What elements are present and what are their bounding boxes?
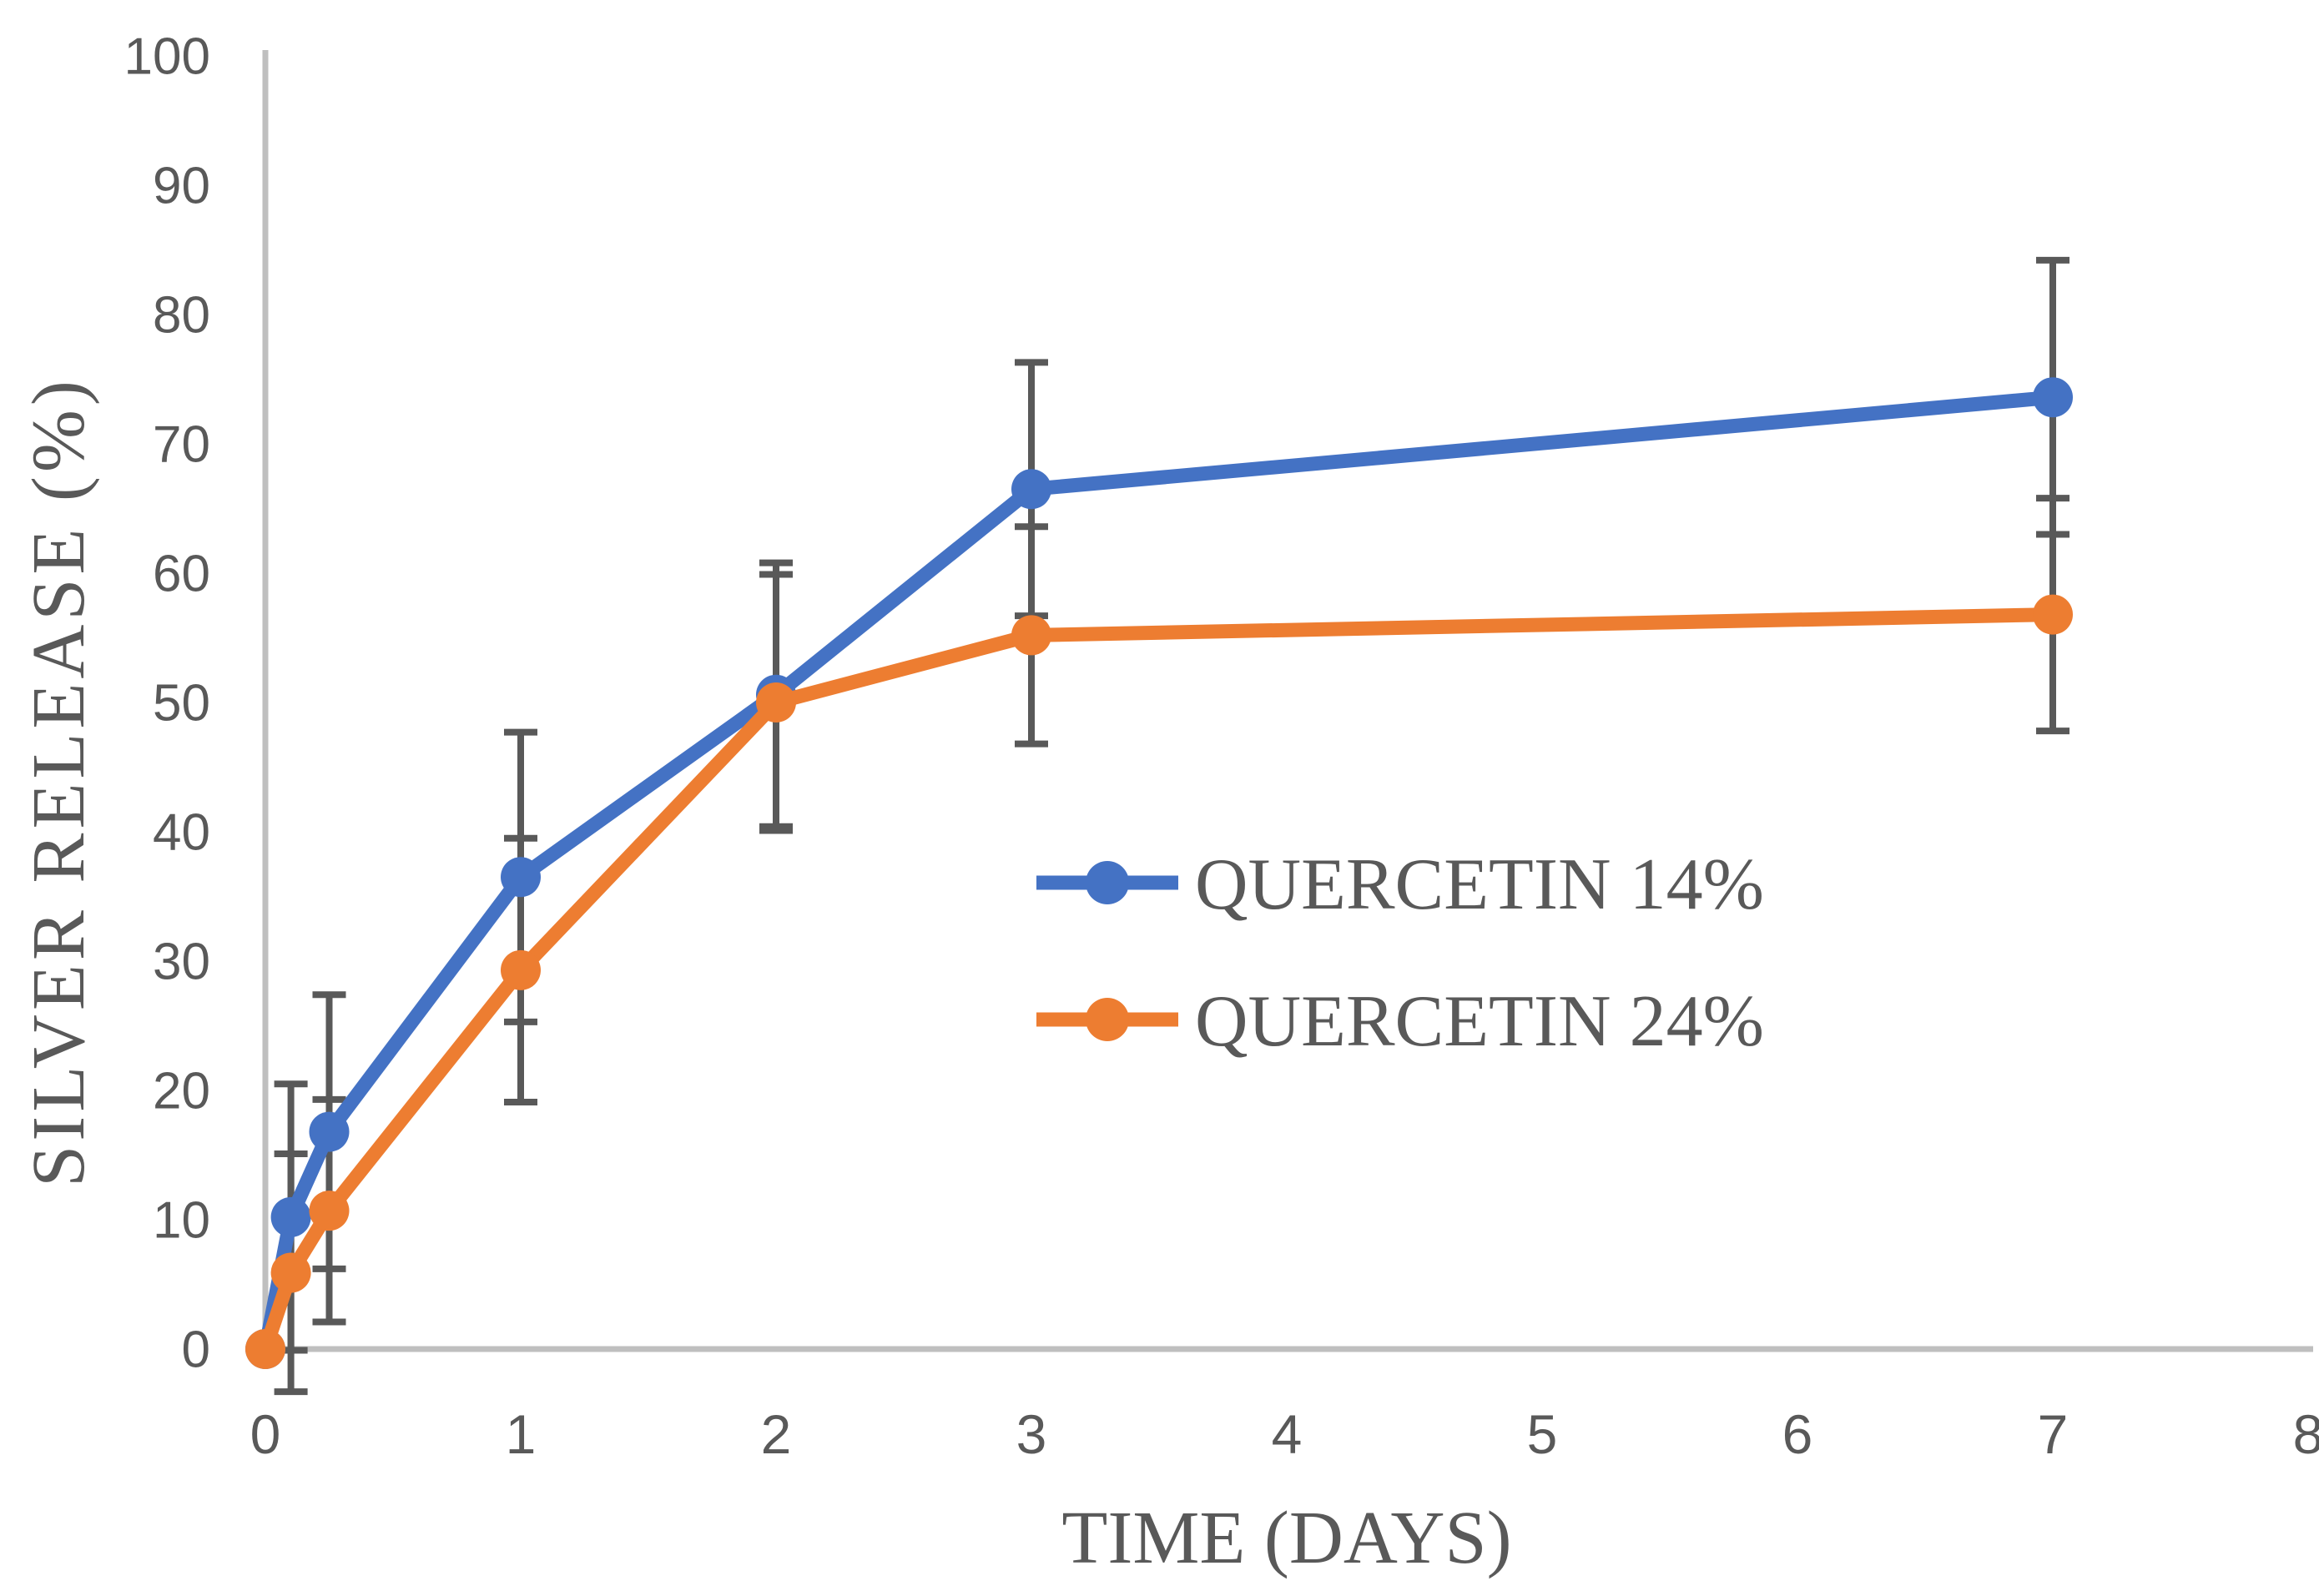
y-tick-label: 0: [182, 1322, 210, 1379]
y-tick-label: 10: [153, 1192, 210, 1250]
x-tick-label: 6: [1782, 1403, 1813, 1465]
data-point-marker: [309, 1111, 350, 1152]
legend-label: QUERCETIN 24%: [1195, 981, 1764, 1062]
y-axis-tick-labels: 0 10 20 30 40 50 60 70 80 90 100: [124, 28, 210, 1379]
data-point-marker: [1011, 469, 1051, 510]
error-bars: [274, 256, 2069, 1396]
x-tick-label: 3: [1016, 1403, 1047, 1465]
y-tick-label: 100: [124, 28, 210, 86]
axes: [262, 50, 2313, 1352]
legend-item: QUERCETIN 24%: [1036, 981, 1764, 1062]
data-point-marker: [270, 1196, 311, 1237]
data-point-marker: [2033, 594, 2073, 635]
y-tick-label: 30: [153, 934, 210, 991]
data-point-marker: [245, 1329, 285, 1369]
legend-marker-icon: [1086, 861, 1129, 904]
legend-item: QUERCETIN 14%: [1036, 844, 1764, 925]
x-tick-label: 0: [250, 1403, 281, 1465]
y-tick-label: 20: [153, 1063, 210, 1120]
y-tick-label: 40: [153, 804, 210, 862]
data-point-marker: [270, 1252, 311, 1293]
x-tick-label: 2: [761, 1403, 792, 1465]
y-tick-label: 70: [153, 416, 210, 474]
data-point-marker: [501, 857, 541, 898]
data-point-marker: [756, 682, 796, 722]
data-point-marker: [1011, 615, 1051, 656]
x-tick-label: 4: [1272, 1403, 1303, 1465]
y-tick-label: 50: [153, 675, 210, 733]
x-tick-label: 5: [1527, 1403, 1558, 1465]
legend-marker-icon: [1086, 998, 1129, 1041]
y-tick-label: 60: [153, 546, 210, 603]
y-tick-label: 80: [153, 287, 210, 345]
series-quercetin-24-: [245, 594, 2073, 1369]
legend-label: QUERCETIN 14%: [1195, 844, 1764, 925]
data-point-marker: [309, 1191, 350, 1231]
y-tick-label: 90: [153, 158, 210, 215]
data-point-marker: [2033, 377, 2073, 418]
x-axis-tick-labels: 0 1 2 3 4 5 6 7 8: [250, 1403, 2319, 1465]
x-tick-label: 1: [506, 1403, 537, 1465]
y-axis-title: SILVER RELEASE (%): [18, 376, 100, 1187]
series-quercetin-14-: [245, 377, 2073, 1369]
series: [245, 377, 2073, 1369]
x-axis-title: TIME (DAYS): [1061, 1497, 1511, 1579]
axis-titles: TIME (DAYS) SILVER RELEASE (%): [18, 376, 1512, 1579]
x-tick-label: 8: [2293, 1403, 2319, 1465]
legend: QUERCETIN 14% QUERCETIN 24%: [1036, 844, 1764, 1062]
x-tick-label: 7: [2038, 1403, 2069, 1465]
data-point-marker: [501, 949, 541, 990]
